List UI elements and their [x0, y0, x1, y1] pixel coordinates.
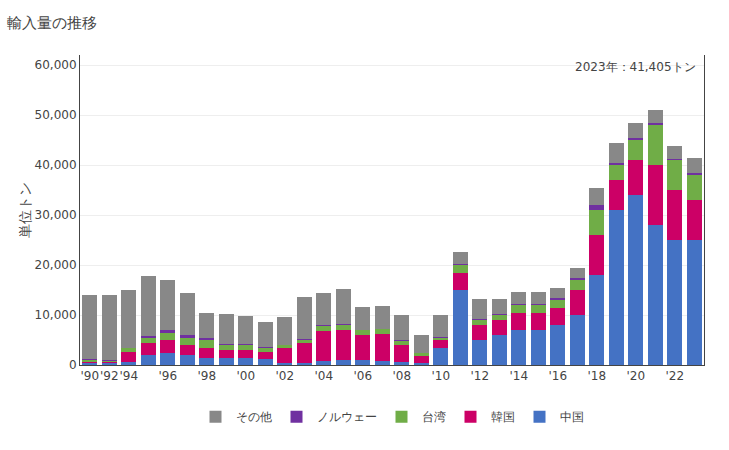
svg-text:'10: '10: [431, 369, 450, 383]
svg-text:'12: '12: [470, 369, 489, 383]
svg-text:'02: '02: [275, 369, 294, 383]
svg-text:40,000: 40,000: [35, 158, 77, 172]
svg-text:'18: '18: [587, 369, 606, 383]
svg-text:'22: '22: [665, 369, 684, 383]
svg-text:その他: その他: [236, 410, 272, 424]
svg-text:20,000: 20,000: [35, 258, 77, 272]
svg-text:30,000: 30,000: [35, 208, 77, 222]
svg-text:'90: '90: [80, 369, 99, 383]
svg-text:60,000: 60,000: [35, 58, 77, 72]
svg-text:台湾: 台湾: [422, 410, 446, 424]
svg-text:輸入量の推移: 輸入量の推移: [7, 14, 97, 32]
svg-text:韓国: 韓国: [491, 410, 515, 424]
svg-text:'92: '92: [100, 369, 119, 383]
svg-text:0: 0: [69, 358, 77, 372]
svg-text:2023年：41,405トン: 2023年：41,405トン: [575, 60, 696, 74]
svg-text:'20: '20: [626, 369, 645, 383]
svg-text:'98: '98: [197, 369, 216, 383]
svg-text:'08: '08: [392, 369, 411, 383]
svg-text:10,000: 10,000: [35, 308, 77, 322]
svg-text:単位トン: 単位トン: [17, 182, 33, 238]
svg-text:'00: '00: [236, 369, 255, 383]
svg-text:'14: '14: [509, 369, 528, 383]
svg-text:ノルウェー: ノルウェー: [317, 410, 377, 424]
svg-text:'96: '96: [158, 369, 177, 383]
svg-text:'94: '94: [119, 369, 138, 383]
svg-text:'06: '06: [353, 369, 372, 383]
svg-text:中国: 中国: [560, 410, 584, 424]
svg-text:'16: '16: [548, 369, 567, 383]
svg-text:'04: '04: [314, 369, 333, 383]
svg-text:50,000: 50,000: [35, 108, 77, 122]
